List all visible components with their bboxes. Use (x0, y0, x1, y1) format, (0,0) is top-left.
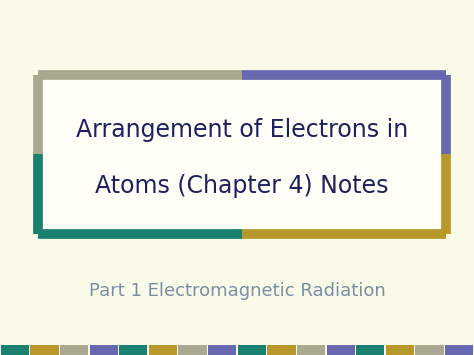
Bar (297, 345, 325, 355)
Bar (0, 345, 29, 355)
Bar (60, 345, 88, 355)
Text: Atoms (Chapter 4) Notes: Atoms (Chapter 4) Notes (95, 174, 389, 198)
Bar (267, 345, 295, 355)
Bar (30, 345, 59, 355)
Bar (38, 75, 446, 234)
Bar (119, 345, 147, 355)
Text: Part 1 Electromagnetic Radiation: Part 1 Electromagnetic Radiation (89, 282, 385, 300)
Bar (356, 345, 384, 355)
Text: Arrangement of Electrons in: Arrangement of Electrons in (76, 119, 408, 142)
Bar (208, 345, 236, 355)
Bar (178, 345, 207, 355)
Bar (415, 345, 444, 355)
Bar (327, 345, 355, 355)
Bar (237, 345, 266, 355)
Bar (149, 345, 177, 355)
Bar (90, 345, 118, 355)
Bar (445, 345, 473, 355)
Bar (386, 345, 414, 355)
